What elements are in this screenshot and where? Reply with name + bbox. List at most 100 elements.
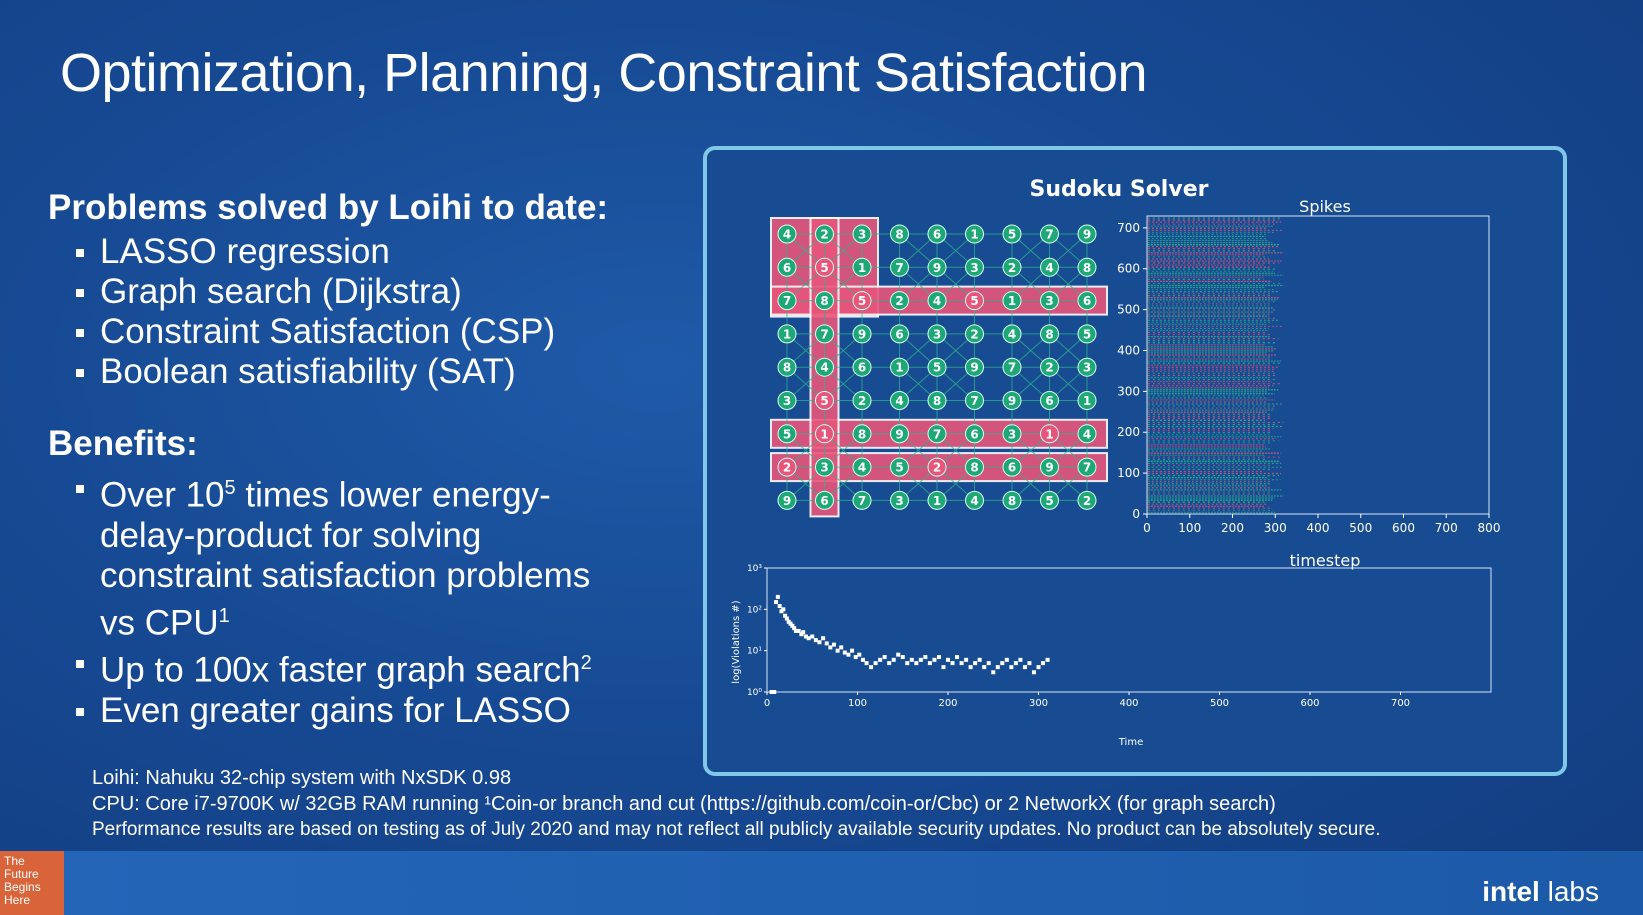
violation-point [1041,661,1046,666]
violation-point [936,655,941,660]
violation-point [905,661,910,666]
sudoku-node [890,424,909,444]
sudoku-node [890,324,909,344]
spikes-y-tick-label: 100 [1117,466,1140,480]
sudoku-digit: 9 [933,261,941,275]
sudoku-node [1077,391,1097,410]
sudoku-node [965,391,984,410]
sudoku-digit: 6 [1008,461,1016,475]
sudoku-node [965,424,984,444]
logo-labs: labs [1547,876,1599,907]
sudoku-node [852,424,872,444]
violation-point [799,632,804,637]
sudoku-node [1002,257,1022,277]
sudoku-digit: 7 [1008,361,1016,375]
sudoku-node [1040,490,1059,510]
sudoku-digit: 2 [858,394,866,408]
sudoku-node [777,391,797,410]
sudoku-node [1040,257,1059,277]
violation-point [793,628,798,633]
violation-point [959,661,964,666]
spikes-x-tick-label: 600 [1392,521,1415,535]
sudoku-node [1040,357,1059,377]
violation-point [796,628,801,633]
sudoku-digit: 7 [1045,228,1053,242]
sudoku-digit: 2 [783,461,791,475]
sudoku-digit: 3 [970,261,978,275]
sudoku-digit: 2 [895,294,903,308]
sudoku-node [815,391,834,410]
bottom-bar [64,851,1643,915]
sudoku-node [965,490,984,510]
footnote-line: CPU: Core i7-9700K w/ 32GB RAM running ¹… [92,793,1276,815]
sudoku-digit: 5 [1008,228,1016,242]
sudoku-digit: 5 [1045,494,1053,508]
sudoku-digit: 9 [1045,461,1053,475]
sudoku-digit: 9 [970,361,978,375]
benefit-text: Up to 100x faster graph search [100,650,581,690]
sudoku-digit: 7 [1083,461,1091,475]
violation-point [792,626,797,631]
sudoku-node [852,324,872,344]
violation-point [869,665,874,670]
footnote-line: Performance results are based on testing… [92,819,1381,840]
violation-point [986,661,991,666]
sudoku-digit: 7 [858,494,866,508]
violation-point [777,604,782,609]
violations-x-tick-label: 200 [938,698,957,709]
sudoku-digit: 3 [1083,361,1091,375]
violation-point [887,661,892,666]
intel-labs-logo: intel labs [1482,876,1599,908]
sudoku-digit: 8 [783,361,791,375]
sudoku-node [890,490,909,510]
violation-point [1000,661,1005,666]
spikes-y-tick-label: 300 [1117,384,1140,398]
violation-point [788,621,793,626]
spikes-title: Spikes [1299,197,1351,216]
benefit-item: Even greater gains for LASSO [72,691,668,731]
sudoku-node [1040,424,1059,444]
sudoku-node [777,257,797,277]
benefits-heading: Benefits: [48,424,198,463]
sudoku-digit: 2 [1083,494,1091,508]
sudoku-digit: 4 [895,394,903,408]
problems-list: LASSO regression Graph search (Dijkstra)… [48,232,668,392]
violation-point [964,657,969,662]
violations-x-tick-label: 500 [1210,698,1229,709]
violation-point [891,657,896,662]
violation-point [882,655,887,660]
footnote-line: Loihi: Nahuku 32-chip system with NxSDK … [92,767,512,789]
sudoku-digit: 5 [820,394,828,408]
sudoku-node [1077,457,1097,477]
sudoku-digit: 5 [858,294,866,308]
spikes-x-tick-label: 700 [1435,521,1458,535]
violation-point [973,661,978,666]
sudoku-digit: 3 [933,327,941,341]
violation-point [775,594,780,599]
violations-x-tick-label: 400 [1119,698,1138,709]
benefit-item: Up to 100x faster graph search2 [72,643,668,691]
sudoku-digit: 1 [933,494,941,508]
sudoku-digit: 5 [933,361,941,375]
violations-x-tick-label: 0 [764,698,770,709]
sudoku-digit: 4 [1008,327,1016,341]
sudoku-node [965,291,984,311]
violation-point [900,655,905,660]
sudoku-node [1002,490,1022,510]
problem-item: Boolean satisfiability (SAT) [72,352,668,392]
sudoku-node [777,424,797,444]
violation-point [842,650,847,655]
sudoku-node [965,457,984,477]
sudoku-digit: 7 [933,427,941,441]
sudoku-node [777,357,797,377]
violation-point [821,636,826,641]
violations-chart: Time log(Violations #) 0 100 200 300 400 500 6… [731,564,1492,748]
sudoku-digit: 7 [820,327,828,341]
footnote-marker: 1 [218,604,230,627]
sudoku-digit: 7 [970,394,978,408]
violations-x-tick-label: 700 [1391,698,1410,709]
violation-point [896,652,901,657]
sudoku-node [1077,257,1097,277]
sudoku-node [852,391,872,410]
sudoku-node [1002,424,1022,444]
